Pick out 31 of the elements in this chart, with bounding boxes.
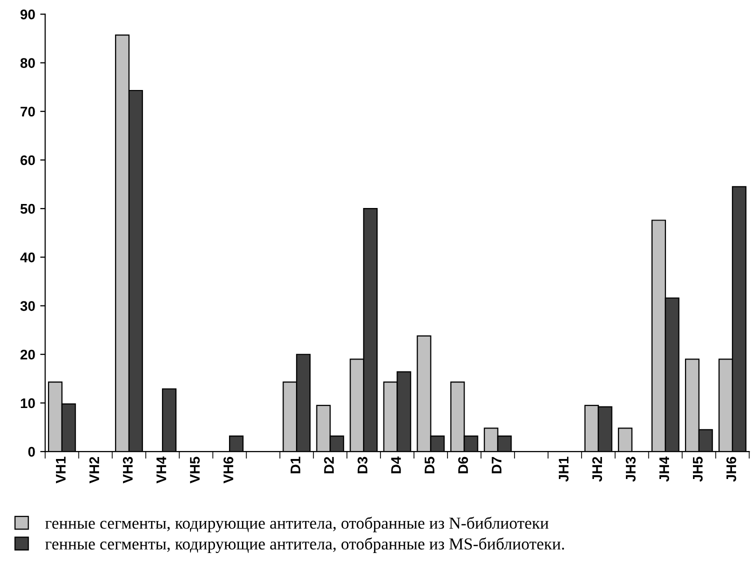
x-tick-label: JH2 <box>592 456 602 482</box>
x-tick-label: D6 <box>458 456 468 474</box>
y-tick-label: 60 <box>20 155 35 166</box>
y-tick-label: 10 <box>20 398 35 408</box>
x-tick-label: D3 <box>358 456 368 474</box>
x-tick-label: D7 <box>492 457 502 474</box>
y-tick-label: 20 <box>20 350 35 360</box>
x-tick-label: VH2 <box>89 456 100 484</box>
y-tick-label: 80 <box>20 58 35 68</box>
x-tick-label: VH1 <box>56 456 66 484</box>
y-tick-label: 50 <box>20 204 35 214</box>
legend-label: генные сегменты, кодирующие антитела, отобранные из MS-библиотеки. <box>45 537 564 553</box>
x-tick-label: JH4 <box>659 456 670 482</box>
y-tick-label: 0 <box>28 446 35 457</box>
x-tick-label: VH5 <box>190 456 200 484</box>
x-tick-label: JH3 <box>626 456 636 482</box>
y-tick-label: 40 <box>20 252 35 262</box>
x-tick-label: JH5 <box>692 456 703 482</box>
x-tick-label: D4 <box>391 456 401 474</box>
x-tick-label: VH4 <box>156 456 166 484</box>
x-tick-label: D2 <box>324 456 334 474</box>
y-tick-label: 70 <box>20 106 35 117</box>
x-tick-label: D5 <box>424 456 434 474</box>
x-tick-label: D1 <box>290 456 300 474</box>
y-tick-label: 90 <box>20 10 35 20</box>
x-tick-label: JH6 <box>726 456 736 482</box>
x-tick-label: JH1 <box>558 456 569 482</box>
y-tick-label: 30 <box>20 301 35 311</box>
legend-label: генные сегменты, кодирующие антитела, отобранные из N-библиотеки <box>45 516 549 532</box>
x-tick-label: VH6 <box>223 456 234 484</box>
x-tick-label: VH3 <box>122 456 133 484</box>
